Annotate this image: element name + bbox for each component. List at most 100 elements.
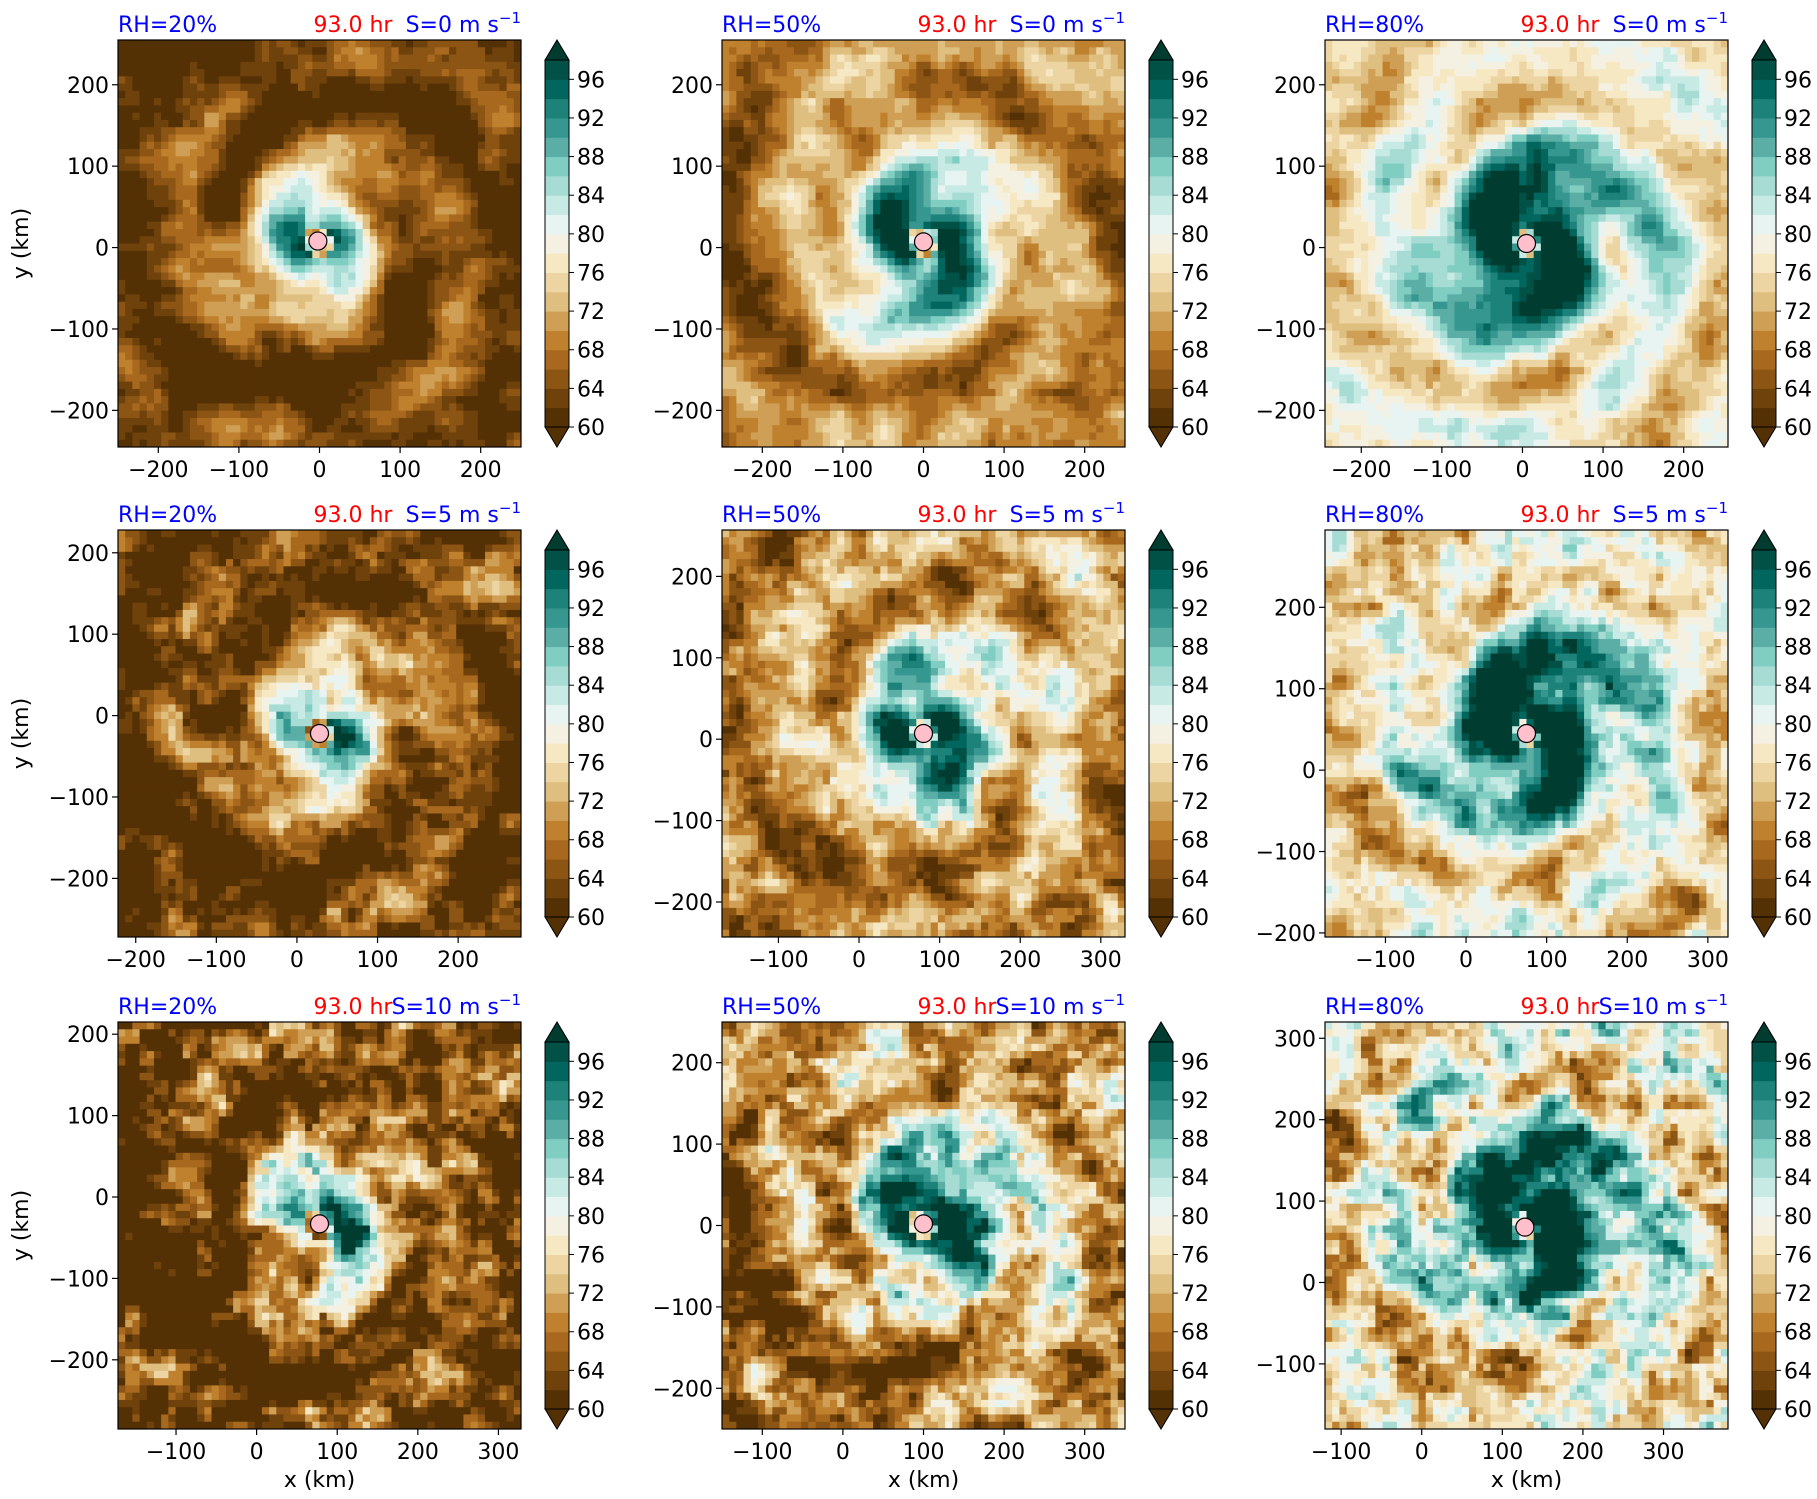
heatmap-cell bbox=[197, 432, 205, 441]
heatmap-cell bbox=[369, 54, 378, 63]
heatmap-cell bbox=[477, 207, 486, 216]
heatmap-cell bbox=[211, 403, 220, 412]
heatmap-cell bbox=[851, 156, 860, 165]
heatmap-cell bbox=[930, 98, 939, 107]
heatmap-cell bbox=[492, 228, 501, 237]
heatmap-cell bbox=[945, 47, 953, 56]
heatmap-cell bbox=[506, 388, 515, 397]
heatmap-cell bbox=[873, 127, 881, 136]
heatmap-cell bbox=[858, 134, 867, 143]
heatmap-cell bbox=[901, 98, 910, 107]
heatmap-cell bbox=[765, 337, 773, 346]
heatmap-cell bbox=[240, 388, 249, 397]
heatmap-cell bbox=[333, 112, 342, 121]
heatmap-cell bbox=[146, 90, 155, 99]
heatmap-cell bbox=[333, 243, 342, 252]
heatmap-cell bbox=[851, 301, 860, 310]
heatmap-cell bbox=[204, 236, 213, 245]
heatmap-cell bbox=[477, 199, 486, 208]
heatmap-cell bbox=[326, 134, 335, 143]
heatmap-cell bbox=[772, 316, 781, 325]
heatmap-cell bbox=[909, 199, 917, 208]
heatmap-cell bbox=[168, 228, 177, 237]
heatmap-cell bbox=[290, 308, 299, 317]
heatmap-cell bbox=[218, 127, 227, 136]
heatmap-cell bbox=[240, 134, 249, 143]
heatmap-cell bbox=[441, 272, 450, 281]
heatmap-cell bbox=[722, 83, 730, 92]
heatmap-cell bbox=[757, 367, 766, 375]
heatmap-cell bbox=[153, 316, 162, 325]
heatmap-cell bbox=[916, 47, 925, 56]
heatmap-cell bbox=[312, 199, 321, 208]
heatmap-cell bbox=[420, 272, 429, 281]
heatmap-cell bbox=[499, 141, 508, 150]
heatmap-cell bbox=[427, 119, 436, 128]
heatmap-cell bbox=[204, 323, 213, 332]
heatmap-cell bbox=[175, 98, 184, 107]
heatmap-cell bbox=[204, 279, 213, 288]
heatmap-cell bbox=[276, 396, 285, 404]
heatmap-cell bbox=[463, 417, 472, 426]
heatmap-cell bbox=[793, 76, 802, 85]
heatmap-cell bbox=[182, 54, 191, 63]
heatmap-cell bbox=[283, 265, 292, 274]
heatmap-cell bbox=[398, 374, 407, 383]
heatmap-cell bbox=[743, 432, 752, 441]
heatmap-cell bbox=[722, 199, 730, 208]
heatmap-cell bbox=[254, 119, 263, 128]
heatmap-cell bbox=[801, 119, 809, 128]
heatmap-cell bbox=[873, 214, 881, 223]
heatmap-cell bbox=[793, 367, 802, 375]
heatmap-cell bbox=[492, 381, 501, 390]
heatmap-cell bbox=[283, 83, 292, 92]
heatmap-cell bbox=[420, 301, 429, 310]
heatmap-cell bbox=[736, 258, 745, 266]
heatmap-cell bbox=[470, 323, 479, 332]
heatmap-cell bbox=[837, 279, 845, 288]
heatmap-cell bbox=[793, 228, 802, 237]
heatmap-cell bbox=[865, 265, 874, 274]
heatmap-cell bbox=[197, 163, 205, 172]
heatmap-cell bbox=[916, 337, 925, 346]
heatmap-cell bbox=[441, 279, 450, 288]
heatmap-cell bbox=[240, 156, 249, 165]
heatmap-cell bbox=[434, 425, 443, 434]
heatmap-cell bbox=[829, 279, 838, 288]
heatmap-cell bbox=[786, 287, 795, 295]
heatmap-cell bbox=[873, 119, 881, 128]
heatmap-cell bbox=[894, 367, 903, 375]
heatmap-cell bbox=[218, 134, 227, 143]
heatmap-cell bbox=[829, 119, 838, 128]
heatmap-cell bbox=[844, 250, 853, 259]
heatmap-cell bbox=[793, 272, 802, 281]
heatmap-cell bbox=[427, 323, 436, 332]
heatmap-cell bbox=[261, 250, 270, 259]
heatmap-cell bbox=[945, 90, 953, 99]
heatmap-cell bbox=[909, 323, 917, 332]
heatmap-cell bbox=[247, 410, 256, 419]
heatmap-cell bbox=[485, 294, 493, 303]
heatmap-cell bbox=[750, 214, 759, 223]
heatmap-cell bbox=[808, 156, 817, 165]
heatmap-cell bbox=[757, 352, 766, 361]
heatmap-cell bbox=[355, 90, 364, 99]
heatmap-cell bbox=[348, 90, 357, 99]
heatmap-cell bbox=[499, 221, 508, 230]
heatmap-cell bbox=[398, 127, 407, 136]
heatmap-cell bbox=[909, 352, 917, 361]
heatmap-cell bbox=[261, 127, 270, 136]
heatmap-cell bbox=[197, 316, 205, 325]
heatmap-cell bbox=[197, 345, 205, 354]
heatmap-cell bbox=[485, 272, 493, 281]
heatmap-cell bbox=[887, 396, 896, 404]
heatmap-cell bbox=[808, 192, 817, 201]
heatmap-cell bbox=[844, 396, 853, 404]
heatmap-cell bbox=[434, 192, 443, 201]
heatmap-cell bbox=[837, 119, 845, 128]
heatmap-cell bbox=[779, 228, 788, 237]
heatmap-cell bbox=[456, 279, 465, 288]
heatmap-cell bbox=[499, 439, 508, 447]
heatmap-cell bbox=[413, 265, 421, 274]
heatmap-cell bbox=[297, 337, 306, 346]
